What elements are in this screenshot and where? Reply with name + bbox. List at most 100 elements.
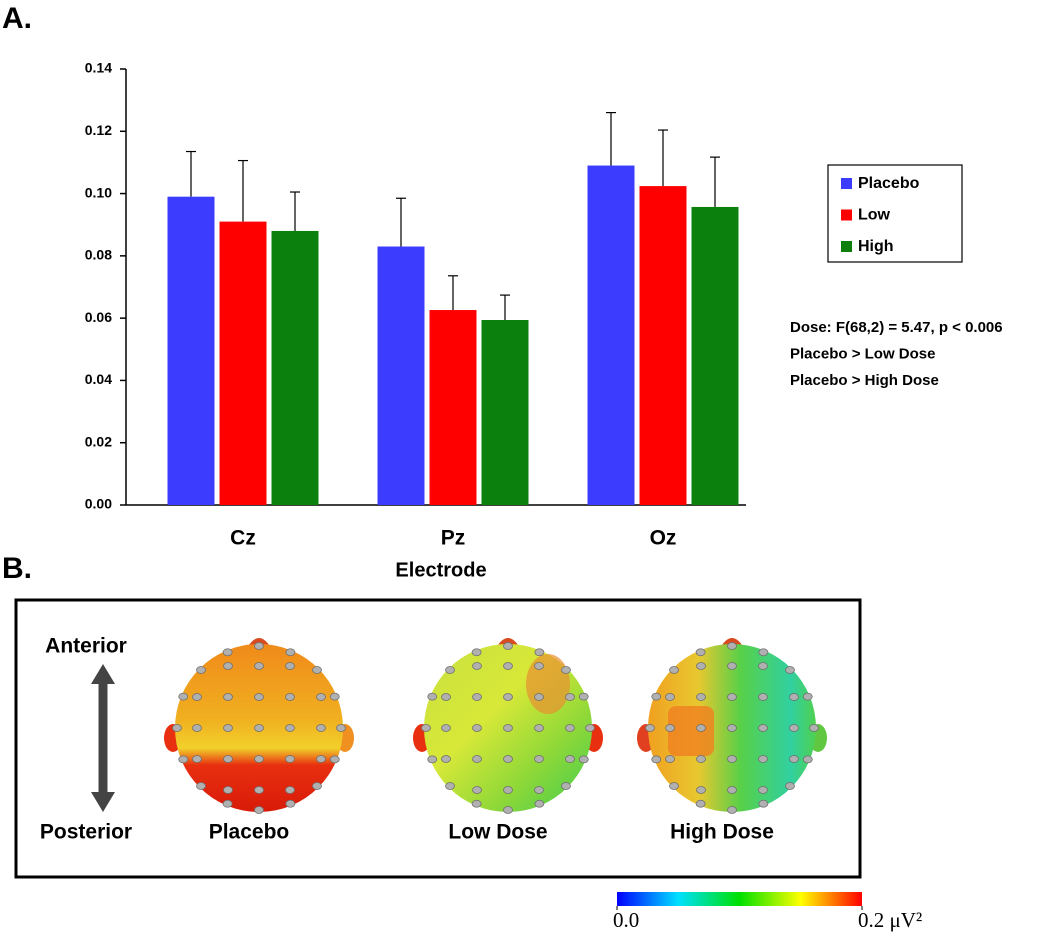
electrode bbox=[254, 786, 264, 794]
electrode bbox=[669, 782, 679, 790]
electrode bbox=[578, 692, 589, 701]
annotation: Dose: F(68,2) = 5.47, p < 0.006 bbox=[790, 319, 1003, 336]
electrode bbox=[727, 806, 737, 814]
panel-frame bbox=[14, 598, 862, 879]
electrode bbox=[758, 648, 769, 657]
electrode bbox=[758, 662, 768, 670]
electrode bbox=[445, 782, 455, 790]
electrode bbox=[651, 692, 662, 701]
electrode bbox=[285, 648, 296, 657]
electrode bbox=[695, 799, 706, 808]
electrode bbox=[565, 755, 575, 763]
electrode bbox=[503, 724, 513, 732]
electrode bbox=[222, 648, 233, 657]
electrode bbox=[696, 786, 706, 794]
electrode bbox=[223, 755, 233, 763]
electrode bbox=[789, 724, 799, 732]
electrode bbox=[758, 724, 768, 732]
electrode bbox=[565, 724, 575, 732]
electrode bbox=[503, 786, 513, 794]
direction-label: Anterior bbox=[45, 635, 127, 658]
electrode bbox=[427, 755, 438, 764]
electrode bbox=[696, 662, 706, 670]
electrode bbox=[503, 755, 513, 763]
electrode bbox=[192, 755, 202, 763]
electrode bbox=[565, 693, 575, 701]
bar bbox=[639, 186, 687, 505]
electrode bbox=[285, 724, 295, 732]
electrode bbox=[445, 666, 455, 674]
map-label: Low Dose bbox=[448, 821, 547, 844]
electrode bbox=[472, 693, 482, 701]
electrode bbox=[192, 724, 202, 732]
electrode bbox=[696, 693, 706, 701]
hot-spot bbox=[526, 654, 570, 714]
electrode bbox=[316, 724, 326, 732]
legend-swatch bbox=[841, 178, 852, 189]
electrode bbox=[472, 786, 482, 794]
electrode bbox=[561, 666, 571, 674]
bar bbox=[481, 320, 529, 505]
bar bbox=[377, 246, 425, 505]
electrode bbox=[695, 648, 706, 657]
electrode bbox=[223, 724, 233, 732]
electrode bbox=[696, 724, 706, 732]
electrode bbox=[727, 755, 737, 763]
electrode bbox=[427, 692, 438, 701]
electrode bbox=[669, 666, 679, 674]
electrode bbox=[785, 782, 795, 790]
colorbar-label: 0.0 bbox=[613, 908, 639, 932]
electrode bbox=[503, 806, 513, 814]
electrode bbox=[441, 724, 451, 732]
electrode bbox=[503, 662, 513, 670]
electrode bbox=[222, 799, 233, 808]
bar bbox=[219, 221, 267, 505]
colorbar-label: 0.2 μV² bbox=[858, 908, 922, 932]
electrode bbox=[336, 724, 346, 732]
y-tick-label: 0.14 bbox=[85, 60, 112, 76]
map-label: High Dose bbox=[670, 821, 774, 844]
electrode bbox=[254, 642, 264, 650]
legend-label: Placebo bbox=[858, 175, 920, 192]
electrode bbox=[471, 799, 482, 808]
y-tick-label: 0.10 bbox=[85, 184, 112, 200]
colorbar bbox=[617, 892, 862, 906]
y-tick-label: 0.00 bbox=[85, 496, 112, 512]
electrode bbox=[665, 693, 675, 701]
bar bbox=[429, 310, 477, 505]
electrode bbox=[254, 724, 264, 732]
electrode bbox=[665, 755, 675, 763]
electrode bbox=[472, 724, 482, 732]
electrode bbox=[223, 786, 233, 794]
electrode bbox=[802, 692, 813, 701]
electrode bbox=[254, 662, 264, 670]
electrode bbox=[645, 724, 655, 732]
electrode bbox=[727, 642, 737, 650]
electrode bbox=[471, 648, 482, 657]
legend-label: High bbox=[858, 238, 894, 255]
electrode bbox=[285, 662, 295, 670]
electrode bbox=[758, 693, 768, 701]
electrode bbox=[192, 693, 202, 701]
electrode bbox=[534, 648, 545, 657]
electrode bbox=[802, 755, 813, 764]
electrode bbox=[534, 755, 544, 763]
electrode bbox=[534, 799, 545, 808]
electrode bbox=[316, 693, 326, 701]
electrode bbox=[534, 724, 544, 732]
electrode bbox=[329, 692, 340, 701]
electrode bbox=[534, 662, 544, 670]
annotation: Placebo > High Dose bbox=[790, 372, 939, 389]
electrode bbox=[312, 666, 322, 674]
y-tick-label: 0.08 bbox=[85, 247, 112, 263]
electrode bbox=[316, 755, 326, 763]
electrode bbox=[727, 724, 737, 732]
hot-spot bbox=[668, 706, 714, 756]
x-tick-label: Oz bbox=[650, 527, 677, 550]
panel-label: B. bbox=[2, 552, 32, 585]
x-axis-label: Electrode bbox=[395, 559, 486, 581]
electrode bbox=[172, 724, 182, 732]
electrode bbox=[472, 662, 482, 670]
electrode bbox=[472, 755, 482, 763]
electrode bbox=[421, 724, 431, 732]
